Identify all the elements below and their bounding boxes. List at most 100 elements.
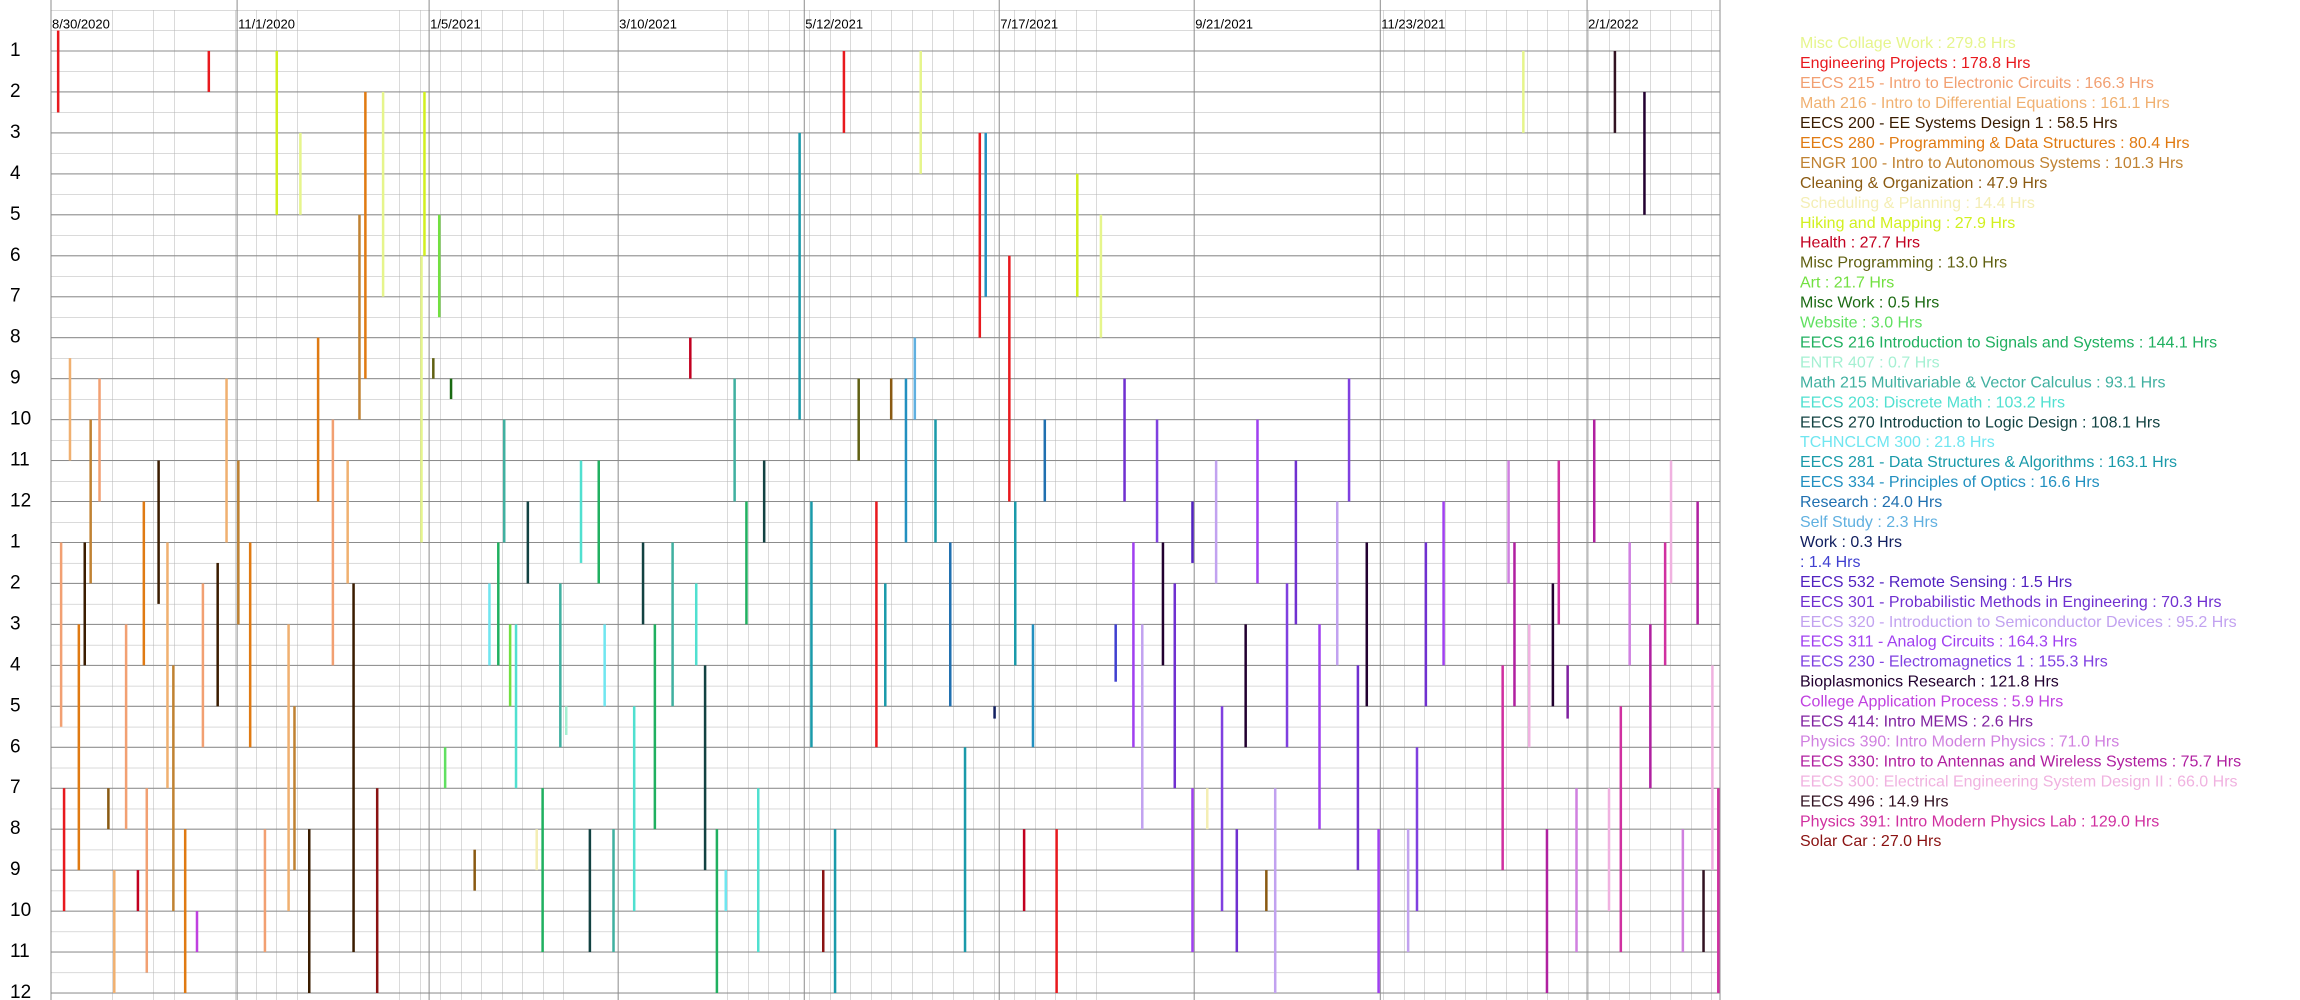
- session-bar: [364, 91, 367, 379]
- session-bar: [263, 829, 267, 953]
- session-bar: [293, 706, 296, 871]
- legend-entry: Misc Programming : 13.0 Hrs: [1800, 255, 2007, 272]
- session-bar: [1513, 542, 1516, 707]
- session-bar: [564, 706, 568, 735]
- session-bar: [502, 419, 506, 543]
- session-bar: [1265, 870, 1268, 912]
- legend-entry: EECS 320 - Introduction to Semiconductor…: [1800, 614, 2237, 631]
- session-bar: [641, 542, 645, 625]
- session-bar: [1055, 829, 1058, 993]
- session-bar: [1076, 173, 1079, 297]
- legend-entry: Cleaning & Organization : 47.9 Hrs: [1800, 175, 2047, 192]
- session-bar: [588, 829, 592, 953]
- session-bar: [762, 460, 766, 543]
- legend-entry: EECS 300: Electrical Engineering System …: [1800, 773, 2238, 790]
- session-bar: [653, 624, 657, 830]
- y-tick-label: 7: [10, 777, 21, 798]
- session-bar: [632, 706, 636, 912]
- session-bar: [1442, 501, 1445, 666]
- session-bar: [810, 501, 813, 748]
- y-tick-label: 8: [10, 327, 21, 348]
- session-bar: [535, 829, 538, 871]
- session-bar: [1356, 665, 1360, 871]
- x-tick-label: 7/17/2021: [1000, 16, 1058, 31]
- session-bar: [1220, 706, 1224, 912]
- session-bar: [919, 50, 922, 174]
- session-bar: [316, 337, 320, 502]
- session-bar: [195, 911, 199, 953]
- legend-entry: Misc Work : 0.5 Hrs: [1800, 295, 1939, 312]
- session-bar: [62, 788, 66, 912]
- session-bar: [715, 829, 719, 993]
- y-tick-label: 1: [10, 531, 21, 552]
- session-bar: [124, 624, 128, 830]
- session-bar: [1365, 542, 1369, 707]
- session-bar: [225, 378, 228, 543]
- legend-entry: EECS 532 - Remote Sensing : 1.5 Hrs: [1800, 574, 2072, 591]
- legend-entry: EECS 330: Intro to Antennas and Wireless…: [1800, 753, 2241, 770]
- session-bar: [107, 788, 110, 830]
- session-bar: [1628, 542, 1631, 666]
- session-bar: [1155, 419, 1159, 543]
- session-bar: [1008, 255, 1011, 502]
- session-bar: [166, 542, 169, 789]
- session-bar: [358, 214, 361, 420]
- legend-entry: EECS 270 Introduction to Logic Design : …: [1800, 414, 2160, 431]
- session-bar: [857, 378, 860, 461]
- session-bar: [1043, 419, 1047, 502]
- session-bar: [821, 870, 825, 953]
- legend-entry: EECS 414: Intro MEMS : 2.6 Hrs: [1800, 714, 2033, 731]
- session-bar: [1643, 91, 1646, 215]
- y-tick-label: 4: [10, 163, 21, 184]
- session-bar: [1551, 583, 1555, 707]
- session-bar: [798, 132, 801, 420]
- session-bar: [1607, 788, 1611, 912]
- session-bar: [1711, 665, 1714, 871]
- session-bar: [1273, 788, 1277, 993]
- legend-entry: Health : 27.7 Hrs: [1800, 235, 1920, 252]
- session-bar: [488, 583, 491, 666]
- session-bar: [98, 378, 101, 502]
- x-tick-label: 2/1/2022: [1588, 16, 1639, 31]
- y-tick-label: 6: [10, 245, 21, 266]
- session-bar: [1206, 788, 1209, 830]
- session-bar: [1592, 419, 1596, 543]
- session-bar: [1214, 460, 1218, 584]
- session-bar: [508, 624, 512, 707]
- session-bar: [1566, 665, 1569, 719]
- legend-entry: Misc Collage Work : 279.8 Hrs: [1800, 35, 2016, 52]
- session-bar: [1191, 501, 1194, 563]
- legend-entry: EECS 215 - Intro to Electronic Circuits …: [1800, 75, 2154, 92]
- session-bar: [142, 501, 146, 666]
- session-bar: [1424, 542, 1428, 707]
- session-bar: [703, 665, 707, 871]
- session-bar: [1415, 747, 1419, 912]
- y-tick-label: 12: [10, 491, 31, 512]
- session-bar: [1406, 829, 1410, 953]
- legend-entry: EECS 281 - Data Structures & Algorithms …: [1800, 454, 2177, 471]
- session-bar: [1527, 624, 1531, 748]
- y-tick-label: 3: [10, 122, 21, 143]
- x-tick-label: 11/1/2020: [238, 16, 295, 31]
- session-bar: [59, 542, 63, 727]
- session-bar: [514, 624, 518, 789]
- session-bar: [1099, 214, 1103, 338]
- legend-entry: Art : 21.7 Hrs: [1800, 275, 1894, 292]
- legend-entry: EECS 311 - Analog Circuits : 164.3 Hrs: [1800, 634, 2077, 651]
- session-bar: [1191, 788, 1194, 953]
- session-bar: [949, 542, 952, 707]
- x-tick-label: 5/12/2021: [805, 16, 863, 31]
- session-bar: [603, 624, 606, 707]
- legend-entry: EECS 230 - Electromagnetics 1 : 155.3 Hr…: [1800, 654, 2108, 671]
- session-bar: [1681, 829, 1685, 953]
- y-tick-label: 10: [10, 409, 31, 430]
- y-tick-label: 7: [10, 286, 21, 307]
- session-bar: [694, 583, 698, 666]
- session-bar: [352, 583, 355, 953]
- session-bar: [237, 460, 240, 625]
- session-bar: [331, 419, 335, 666]
- session-bar: [993, 706, 996, 719]
- legend-entry: Engineering Projects : 178.8 Hrs: [1800, 55, 2030, 72]
- session-bar: [287, 624, 290, 912]
